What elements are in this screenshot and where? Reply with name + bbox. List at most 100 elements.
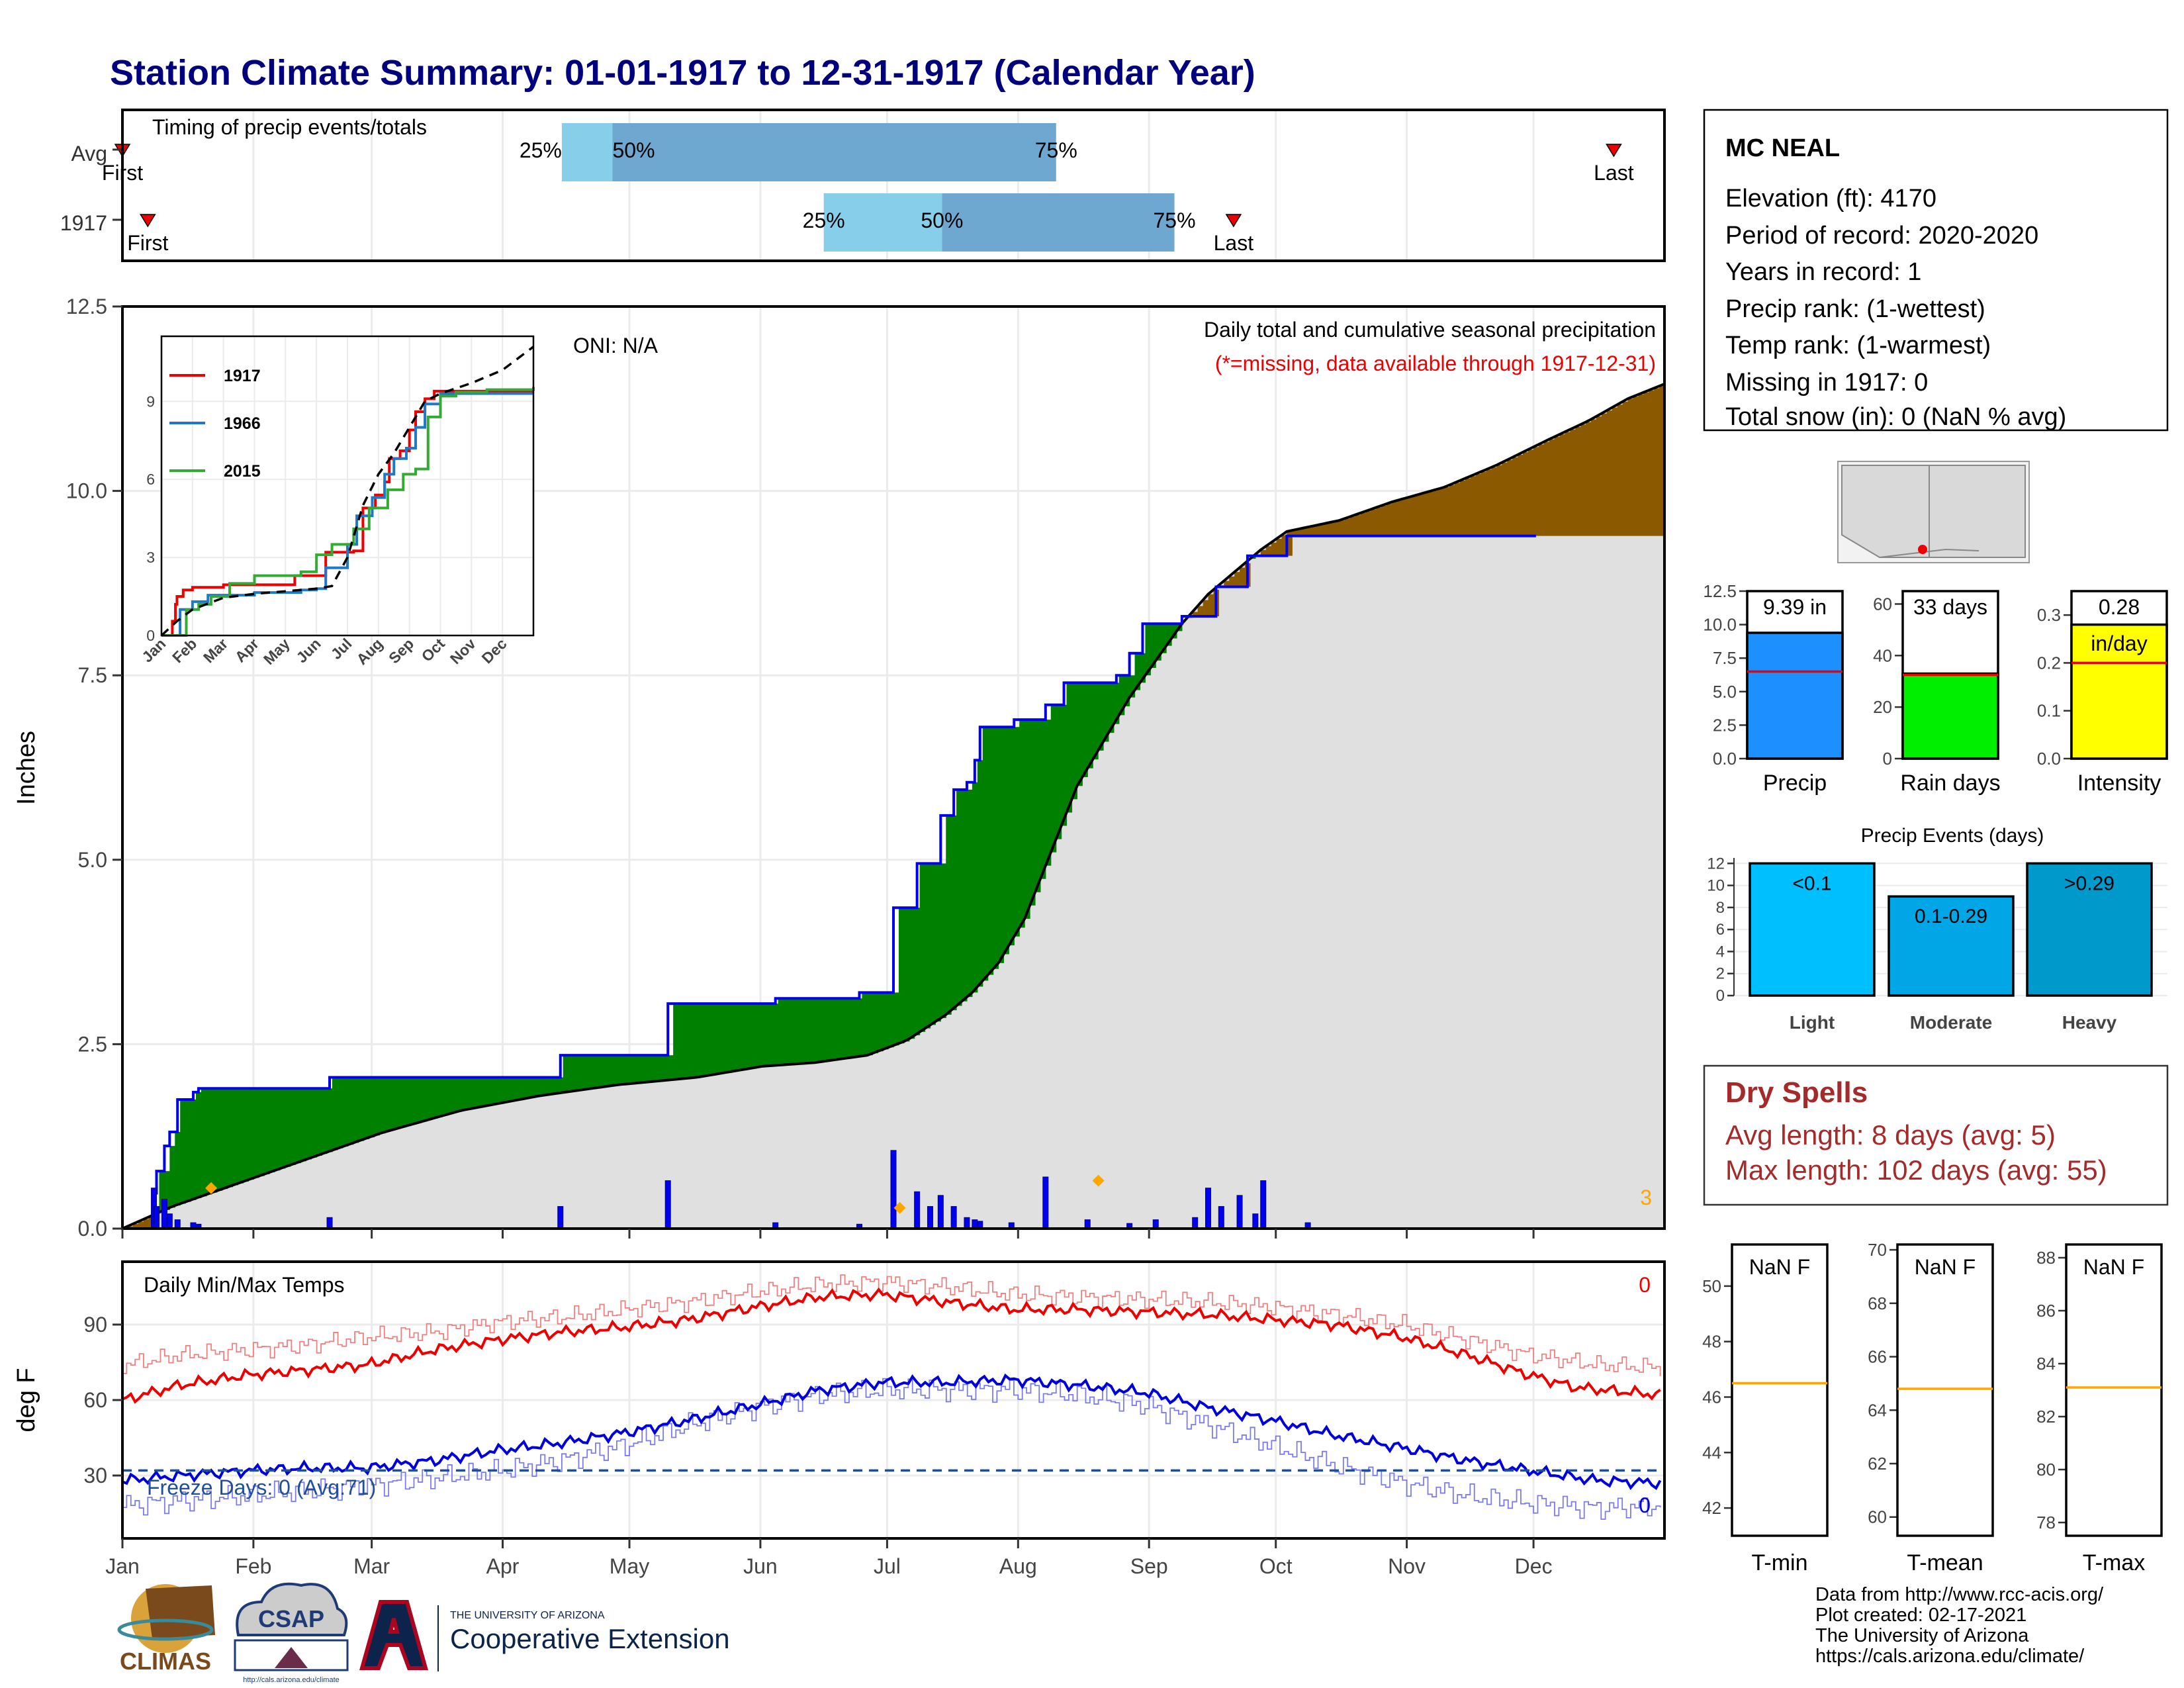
month-tick-label: Aug: [999, 1554, 1037, 1578]
totals-category-label: Precip: [1763, 771, 1827, 796]
climas-logo-swoosh: [117, 1618, 214, 1641]
daily-precip-bar: [1192, 1217, 1199, 1229]
tsum-y-tick-label: 86: [2036, 1301, 2056, 1321]
station-line: Precip rank: (1-wettest): [1725, 295, 1985, 323]
inset-y-tick-label: 9: [146, 393, 155, 410]
station-box: MC NEAL Elevation (ft): 4170 Period of r…: [1703, 109, 2169, 432]
month-axis: Jan Feb Mar Apr May Jun Jul Aug Sep Oct Nov Dec: [105, 1538, 1553, 1578]
events-bar: [1749, 862, 1876, 997]
inset-frame: [160, 335, 535, 637]
precip-y-tick-label: 10.0: [66, 479, 107, 503]
timing-bar-50-75: [612, 123, 1056, 181]
csap-logo-text: CSAP: [258, 1605, 324, 1632]
month-tick-label: Jan: [105, 1554, 140, 1578]
station-line: Total snow (in): 0 (NaN % avg): [1725, 403, 2066, 431]
pct50-label: 50%: [921, 209, 963, 232]
inset-legend: 1917 1966 2015: [169, 367, 261, 481]
pct50-label: 50%: [612, 138, 655, 162]
climas-logo-mark: [146, 1585, 215, 1638]
station-line: Years in record: 1: [1725, 258, 1921, 286]
totals-y-tick-label: 0.0: [2037, 749, 2061, 769]
inset-series-line: [161, 389, 533, 637]
station-line: Missing in 1917: 0: [1725, 369, 1928, 397]
events-bar-label: 0.1-0.29: [1915, 906, 1987, 927]
tsum-y-tick-label: 80: [2036, 1460, 2056, 1479]
events-y-tick-label: 8: [1716, 899, 1725, 917]
totals-y-tick-label: 10.0: [1703, 615, 1737, 635]
temp-y-tick-label: 60: [83, 1388, 107, 1412]
inset-x-tick-label: Sep: [385, 635, 417, 667]
first-label: First: [127, 231, 168, 255]
above-normal-area: [159, 555, 1256, 1213]
inset-series-line: [161, 387, 535, 637]
totals-y-tick-label: 60: [1873, 594, 1892, 614]
daily-precip-bar: [1205, 1188, 1212, 1229]
daily-precip-bar: [174, 1219, 181, 1229]
csap-logo: CSAP http://cals.arizona.edu/climate: [234, 1582, 349, 1684]
climas-logo-text: CLIMAS: [120, 1648, 211, 1675]
last-event-marker: [1606, 144, 1622, 158]
timing-row-label-year: 1917: [60, 211, 107, 235]
daily-precip-bar: [154, 1206, 160, 1229]
dry-spells-title: Dry Spells: [1725, 1076, 1868, 1109]
events-y-tick-label: 4: [1716, 943, 1725, 961]
tsum-frame: [1896, 1243, 1994, 1537]
normal-cumulative-area: [122, 384, 1664, 1229]
totals-y-tick-label: 0.2: [2037, 653, 2061, 673]
totals-y-tick-label: 0: [1883, 749, 1892, 769]
tmax-observed-line: [122, 1287, 1661, 1404]
tsum-value-label: NaN F: [1915, 1255, 1976, 1279]
totals-bar: [2070, 623, 2168, 760]
totals-y-tick-label: 5.0: [1713, 682, 1737, 702]
footer-line: The University of Arizona: [1815, 1625, 2029, 1646]
daily-precip-bar: [890, 1150, 897, 1229]
map-border-mexico: [1879, 548, 1979, 558]
daily-precip-bar: [1236, 1195, 1243, 1229]
climas-logo: CLIMAS: [117, 1584, 215, 1675]
events-bar-label: >0.29: [2064, 872, 2115, 894]
csap-logo-mountain: [275, 1647, 308, 1668]
events-category-label: Moderate: [1910, 1012, 1992, 1033]
month-tick-label: Oct: [1259, 1554, 1293, 1578]
precip-y-tick-label: 0.0: [78, 1217, 107, 1241]
tmin-missing: 0: [1639, 1493, 1651, 1517]
csap-logo-cloud: [236, 1582, 348, 1636]
daily-precip-bar: [964, 1217, 970, 1229]
totals-unit-label: in/day: [2091, 632, 2147, 655]
daily-precip-bar: [937, 1195, 944, 1229]
page-title: Station Climate Summary: 01-01-1917 to 1…: [110, 53, 1255, 93]
events-y-tick-label: 0: [1716, 987, 1725, 1005]
totals-value-label: 33 days: [1913, 595, 1987, 619]
events-bar: [2026, 862, 2153, 997]
month-tick-label: Feb: [235, 1554, 271, 1578]
events-y-tick-label: 12: [1707, 855, 1725, 872]
temp-lines: [122, 1274, 1664, 1520]
station-line: Period of record: 2020-2020: [1725, 222, 2038, 250]
precip-frame: [121, 305, 1666, 1230]
inset-x-tick-label: May: [260, 635, 293, 668]
daily-precip-bar: [1042, 1176, 1049, 1229]
month-tick-label: Apr: [486, 1554, 520, 1578]
footer-line: Data from http://www.rcc-acis.org/: [1815, 1584, 2104, 1605]
precip-y-axis: 0.0 2.5 5.0 7.5 10.0 12.5: [66, 295, 1535, 1241]
totals-y-tick-label: 2.5: [1713, 715, 1737, 735]
last-event-marker: [1225, 214, 1242, 228]
ua-logo: THE UNIVERSITY OF ARIZONA Cooperative Ex…: [359, 1600, 730, 1671]
ua-logo-small: THE UNIVERSITY OF ARIZONA: [450, 1610, 605, 1621]
tsum-frame: [2065, 1243, 2163, 1537]
totals-bar: [1901, 672, 1999, 760]
daily-precip-bar: [1152, 1219, 1159, 1229]
temp-y-axis: 30 60 90: [83, 1313, 122, 1487]
normal-cumulative-line: [122, 383, 1665, 1230]
map-new-mexico: [1929, 465, 2026, 558]
inset-y-tick-label: 6: [146, 471, 155, 488]
totals-y-tick-label: 12.5: [1703, 581, 1737, 601]
precip-subtitle: (*=missing, data available through 1917-…: [1215, 352, 1656, 375]
month-tick-label: May: [610, 1554, 649, 1578]
tsum-value-label: NaN F: [2083, 1255, 2144, 1279]
missing-count: 3: [1640, 1186, 1652, 1209]
temp-panel: 30 60 90 deg F Daily Min/Max Temps Freeze …: [13, 1260, 1666, 1578]
inset-normal-line: [160, 346, 535, 637]
precip-y-tick-label: 2.5: [78, 1032, 107, 1056]
